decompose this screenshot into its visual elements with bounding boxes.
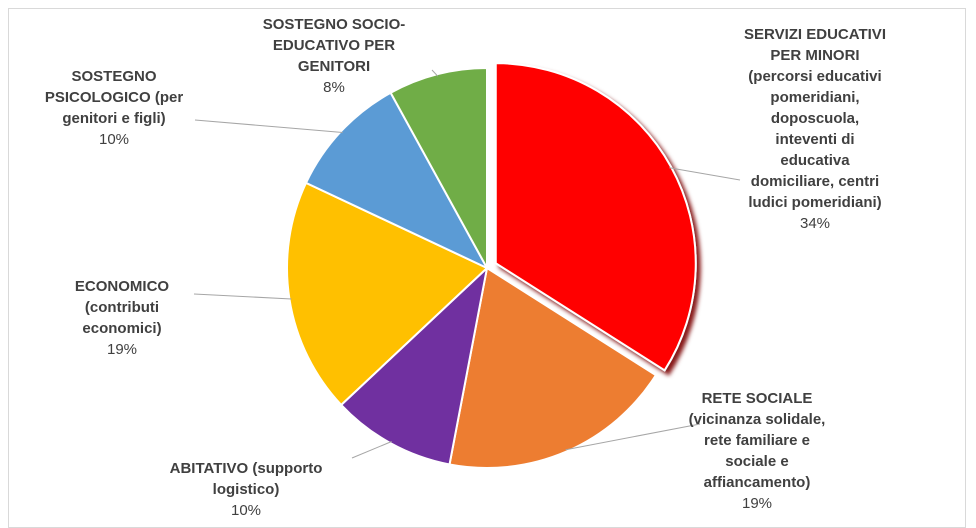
slice-label-economico: ECONOMICO (contributi economici) 19% xyxy=(52,276,192,360)
slice-name: RETE SOCIALE (vicinanza solidale, rete f… xyxy=(664,388,850,493)
slice-label-sostegno-psicologico: SOSTEGNO PSICOLOGICO (per genitori e fig… xyxy=(34,66,194,150)
slice-name: SOSTEGNO SOCIO- EDUCATIVO PER GENITORI xyxy=(244,14,424,77)
slice-name: ECONOMICO (contributi economici) xyxy=(52,276,192,339)
slice-label-sostegno-socio-educativo: SOSTEGNO SOCIO- EDUCATIVO PER GENITORI 8… xyxy=(244,14,424,98)
slice-label-rete-sociale: RETE SOCIALE (vicinanza solidale, rete f… xyxy=(664,388,850,514)
slice-name: ABITATIVO (supporto logistico) xyxy=(154,458,338,500)
slice-percent: 19% xyxy=(664,493,850,514)
leader-line-sostegno-psicologico xyxy=(195,120,343,132)
slice-percent: 34% xyxy=(720,213,910,234)
slice-label-servizi-educativi: SERVIZI EDUCATIVI PER MINORI (percorsi e… xyxy=(720,24,910,234)
slice-percent: 8% xyxy=(244,77,424,98)
slice-percent: 19% xyxy=(52,339,192,360)
slice-name: SOSTEGNO PSICOLOGICO (per genitori e fig… xyxy=(34,66,194,129)
slice-name: SERVIZI EDUCATIVI PER MINORI (percorsi e… xyxy=(720,24,910,213)
slice-percent: 10% xyxy=(154,500,338,521)
slice-percent: 10% xyxy=(34,129,194,150)
leader-line-abitativo xyxy=(352,442,392,458)
slice-label-abitativo: ABITATIVO (supporto logistico) 10% xyxy=(154,458,338,521)
leader-line-economico xyxy=(194,294,291,299)
